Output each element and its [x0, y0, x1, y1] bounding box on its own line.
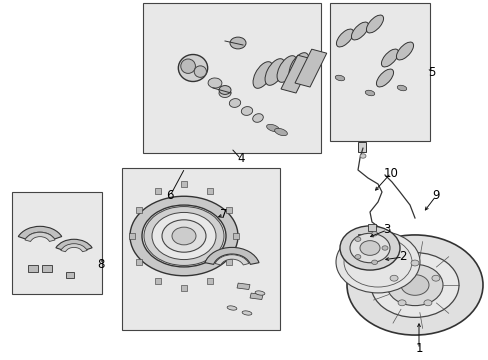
Bar [181, 181, 186, 187]
Circle shape [389, 275, 397, 281]
Bar [136, 207, 142, 213]
Circle shape [431, 275, 439, 281]
Ellipse shape [194, 66, 206, 77]
Circle shape [229, 37, 245, 49]
Text: 3: 3 [383, 224, 390, 237]
Bar [206, 278, 213, 284]
Wedge shape [56, 239, 92, 250]
Wedge shape [215, 255, 248, 265]
Circle shape [339, 226, 399, 270]
Bar [155, 188, 161, 194]
Text: 4: 4 [237, 153, 244, 166]
Circle shape [397, 300, 405, 306]
Circle shape [359, 154, 365, 158]
Ellipse shape [207, 78, 222, 88]
Bar [206, 188, 213, 194]
Ellipse shape [253, 62, 272, 88]
Ellipse shape [366, 15, 383, 33]
Circle shape [370, 253, 458, 318]
Circle shape [410, 260, 418, 266]
Bar [281, 55, 312, 93]
Ellipse shape [365, 90, 374, 96]
Bar [232, 233, 239, 239]
Bar [129, 233, 135, 239]
Bar [66, 272, 74, 278]
Ellipse shape [376, 69, 393, 87]
Bar [357, 142, 365, 152]
Circle shape [359, 240, 379, 255]
Wedge shape [18, 226, 61, 239]
Circle shape [354, 255, 360, 259]
Ellipse shape [181, 59, 195, 73]
Bar [294, 49, 326, 87]
Circle shape [371, 231, 377, 236]
Circle shape [219, 86, 230, 94]
Text: 5: 5 [427, 66, 435, 78]
Bar [155, 278, 161, 284]
Ellipse shape [336, 29, 353, 47]
Text: 1: 1 [414, 342, 422, 356]
Text: 9: 9 [431, 189, 439, 202]
Circle shape [335, 231, 419, 293]
Bar [225, 259, 232, 265]
Bar [142, 3, 320, 153]
Circle shape [172, 227, 196, 245]
Bar [225, 207, 232, 213]
Text: 10: 10 [383, 166, 398, 180]
Bar [181, 285, 186, 291]
Ellipse shape [396, 42, 413, 60]
Ellipse shape [396, 85, 406, 91]
Circle shape [423, 300, 431, 306]
Ellipse shape [274, 129, 287, 136]
Circle shape [371, 260, 377, 265]
Ellipse shape [242, 311, 251, 315]
Circle shape [400, 275, 428, 295]
Circle shape [346, 235, 482, 335]
Ellipse shape [381, 49, 398, 67]
Ellipse shape [266, 124, 279, 132]
Wedge shape [25, 232, 55, 242]
Text: 6: 6 [166, 189, 173, 202]
Ellipse shape [252, 114, 263, 122]
Bar [122, 168, 280, 330]
Bar [28, 265, 38, 272]
Bar [357, 234, 365, 241]
Text: 7: 7 [220, 208, 227, 221]
Ellipse shape [264, 59, 285, 85]
Wedge shape [204, 247, 259, 264]
Circle shape [381, 246, 387, 250]
Circle shape [162, 220, 205, 252]
Ellipse shape [229, 99, 240, 107]
Bar [136, 259, 142, 265]
Bar [367, 224, 375, 231]
Bar [249, 293, 263, 300]
Ellipse shape [178, 54, 207, 81]
Ellipse shape [351, 22, 368, 40]
Ellipse shape [226, 306, 236, 310]
Wedge shape [130, 196, 238, 276]
Circle shape [349, 233, 389, 263]
Text: 8: 8 [97, 257, 104, 270]
Bar [42, 265, 52, 272]
Ellipse shape [255, 291, 264, 295]
Bar [237, 283, 249, 289]
Wedge shape [143, 207, 224, 265]
Wedge shape [61, 244, 87, 252]
Ellipse shape [241, 107, 252, 116]
Bar [12, 192, 102, 294]
Bar [329, 3, 429, 141]
Ellipse shape [219, 89, 230, 98]
Ellipse shape [288, 53, 308, 79]
Text: 2: 2 [398, 251, 406, 264]
Ellipse shape [335, 75, 344, 81]
Circle shape [354, 237, 360, 242]
Circle shape [386, 264, 442, 306]
Ellipse shape [277, 56, 296, 82]
